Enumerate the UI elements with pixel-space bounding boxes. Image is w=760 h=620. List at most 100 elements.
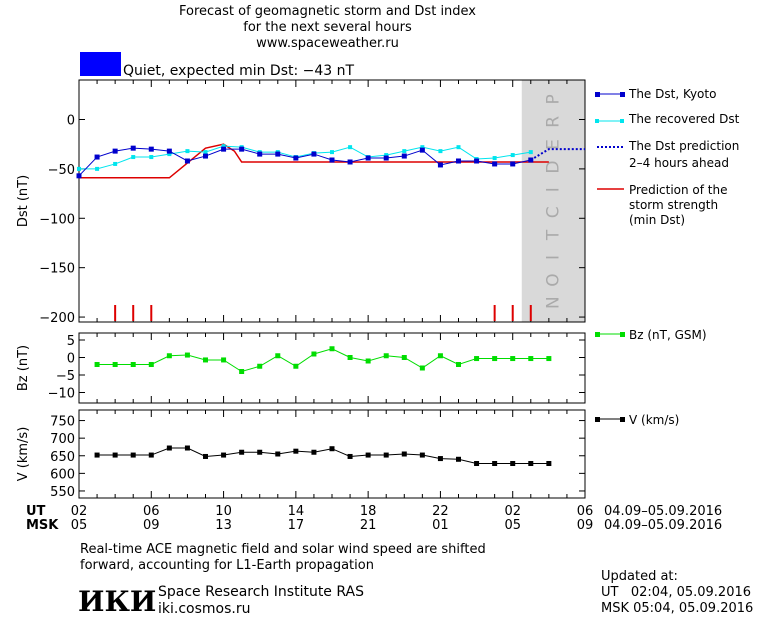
v-point bbox=[329, 446, 335, 452]
bz-point bbox=[94, 362, 100, 367]
legend-kyoto-marker bbox=[595, 92, 600, 97]
recovered-dst-point bbox=[203, 150, 208, 155]
prediction-label-letter: P bbox=[543, 94, 563, 104]
v-point bbox=[112, 452, 118, 458]
v-point bbox=[257, 449, 263, 455]
x-axis-msk-label: MSK bbox=[26, 518, 59, 533]
dst-ytick-label: −150 bbox=[39, 262, 75, 277]
kyoto-dst-point bbox=[311, 151, 317, 157]
footer-note-line-2: forward, accounting for L1-Earth propaga… bbox=[80, 558, 374, 573]
recovered-dst-point bbox=[95, 166, 100, 171]
v-point bbox=[166, 445, 172, 451]
legend-kyoto-label: The Dst, Kyoto bbox=[628, 87, 716, 101]
legend-prediction-label-2: 2–4 hours ahead bbox=[629, 156, 729, 170]
v-line bbox=[97, 447, 549, 465]
kyoto-dst-point bbox=[203, 153, 208, 159]
dst-ytick-label: −50 bbox=[48, 163, 75, 178]
footer-note-line-1: Real-time ACE magnetic field and solar w… bbox=[80, 542, 486, 557]
legend-storm-label-2: storm strength bbox=[629, 198, 718, 212]
v-point bbox=[184, 445, 190, 451]
v-point bbox=[148, 452, 154, 458]
prediction-label-letter: C bbox=[543, 206, 563, 218]
bz-point bbox=[492, 356, 498, 362]
dst-ytick-label: −200 bbox=[39, 311, 75, 326]
v-point bbox=[546, 461, 552, 467]
prediction-band bbox=[521, 80, 585, 322]
kyoto-dst-point bbox=[492, 161, 498, 167]
recovered-dst-point bbox=[149, 155, 154, 160]
bz-point bbox=[383, 353, 389, 359]
v-ytick-label: 550 bbox=[50, 485, 75, 500]
x-tick-ut: 14 bbox=[288, 504, 305, 519]
v-point bbox=[492, 461, 498, 467]
recovered-dst-point bbox=[185, 149, 190, 154]
bz-ytick-label: −10 bbox=[48, 387, 75, 402]
v-ytick-label: 750 bbox=[50, 415, 75, 430]
chart-title-line-1: Forecast of geomagnetic storm and Dst in… bbox=[178, 4, 477, 19]
x-tick-ut: 02 bbox=[71, 504, 88, 519]
recovered-dst-point bbox=[167, 152, 172, 157]
v-point bbox=[130, 452, 136, 458]
v-ytick-label: 700 bbox=[50, 432, 75, 447]
legend-prediction-label: The Dst prediction bbox=[628, 139, 739, 153]
v-point bbox=[293, 448, 299, 454]
legend-bz-label: Bz (nT, GSM) bbox=[629, 328, 707, 342]
v-point bbox=[383, 452, 389, 458]
bz-point bbox=[474, 356, 480, 362]
x-tick-ut: 18 bbox=[360, 504, 377, 519]
v-point bbox=[239, 449, 245, 455]
legend-recovered-marker bbox=[620, 119, 624, 123]
bz-point bbox=[112, 362, 118, 367]
kyoto-dst-point bbox=[365, 155, 371, 161]
recovered-dst-point bbox=[221, 144, 226, 149]
prediction-label-letter: N bbox=[543, 296, 563, 309]
recovered-dst-point bbox=[528, 150, 533, 155]
kyoto-dst-point bbox=[437, 162, 443, 168]
legend-recovered-label: The recovered Dst bbox=[628, 112, 740, 126]
institute-website[interactable]: iki.cosmos.ru bbox=[158, 601, 251, 617]
dst-prediction-line bbox=[530, 148, 585, 161]
recovered-dst-point bbox=[348, 145, 353, 150]
dst-ytick-label: −100 bbox=[39, 212, 75, 227]
bz-line bbox=[97, 348, 549, 373]
legend-recovered-marker bbox=[595, 119, 599, 123]
updated-ut: UT 02:04, 05.09.2016 bbox=[601, 585, 752, 600]
kyoto-dst-point bbox=[456, 158, 461, 164]
kyoto-dst-point bbox=[94, 154, 100, 160]
bz-point bbox=[347, 355, 353, 360]
kyoto-dst-point bbox=[401, 153, 407, 159]
x-tick-msk: 21 bbox=[360, 518, 377, 533]
prediction-label-letter: E bbox=[543, 139, 563, 150]
kyoto-dst-point bbox=[166, 148, 172, 154]
bz-point bbox=[311, 351, 317, 357]
bz-ytick-label: 5 bbox=[67, 334, 75, 349]
chart-title-line-3: www.spaceweather.ru bbox=[256, 36, 399, 51]
x-tick-ut: 22 bbox=[432, 504, 449, 519]
chart-title-line-2: for the next several hours bbox=[243, 20, 412, 35]
prediction-label-letter: O bbox=[543, 273, 563, 286]
x-tick-ut: 06 bbox=[577, 504, 594, 519]
legend-bz-marker bbox=[620, 332, 625, 337]
recovered-dst-point bbox=[510, 153, 515, 158]
recovered-dst-point bbox=[113, 161, 118, 166]
kyoto-dst-point bbox=[221, 146, 227, 152]
updated-label: Updated at: bbox=[601, 569, 678, 584]
v-point bbox=[510, 461, 516, 467]
v-point bbox=[401, 451, 407, 457]
bz-plot-frame bbox=[78, 332, 586, 404]
v-point bbox=[311, 449, 317, 455]
bz-point bbox=[365, 358, 371, 364]
prediction-label-letter: I bbox=[543, 187, 563, 192]
legend-storm-label-3: (min Dst) bbox=[629, 213, 685, 227]
v-point bbox=[474, 461, 480, 467]
v-point bbox=[437, 456, 443, 462]
legend-v-label: V (km/s) bbox=[629, 413, 679, 427]
kyoto-dst-point bbox=[184, 158, 190, 164]
updated-msk: MSK 05:04, 05.09.2016 bbox=[601, 601, 754, 616]
kyoto-dst-point bbox=[275, 151, 281, 157]
bz-point bbox=[528, 356, 534, 362]
dst-ylabel: Dst (nT) bbox=[16, 175, 31, 227]
v-point bbox=[94, 452, 100, 458]
v-point bbox=[365, 452, 371, 458]
kyoto-dst-point bbox=[76, 173, 82, 179]
